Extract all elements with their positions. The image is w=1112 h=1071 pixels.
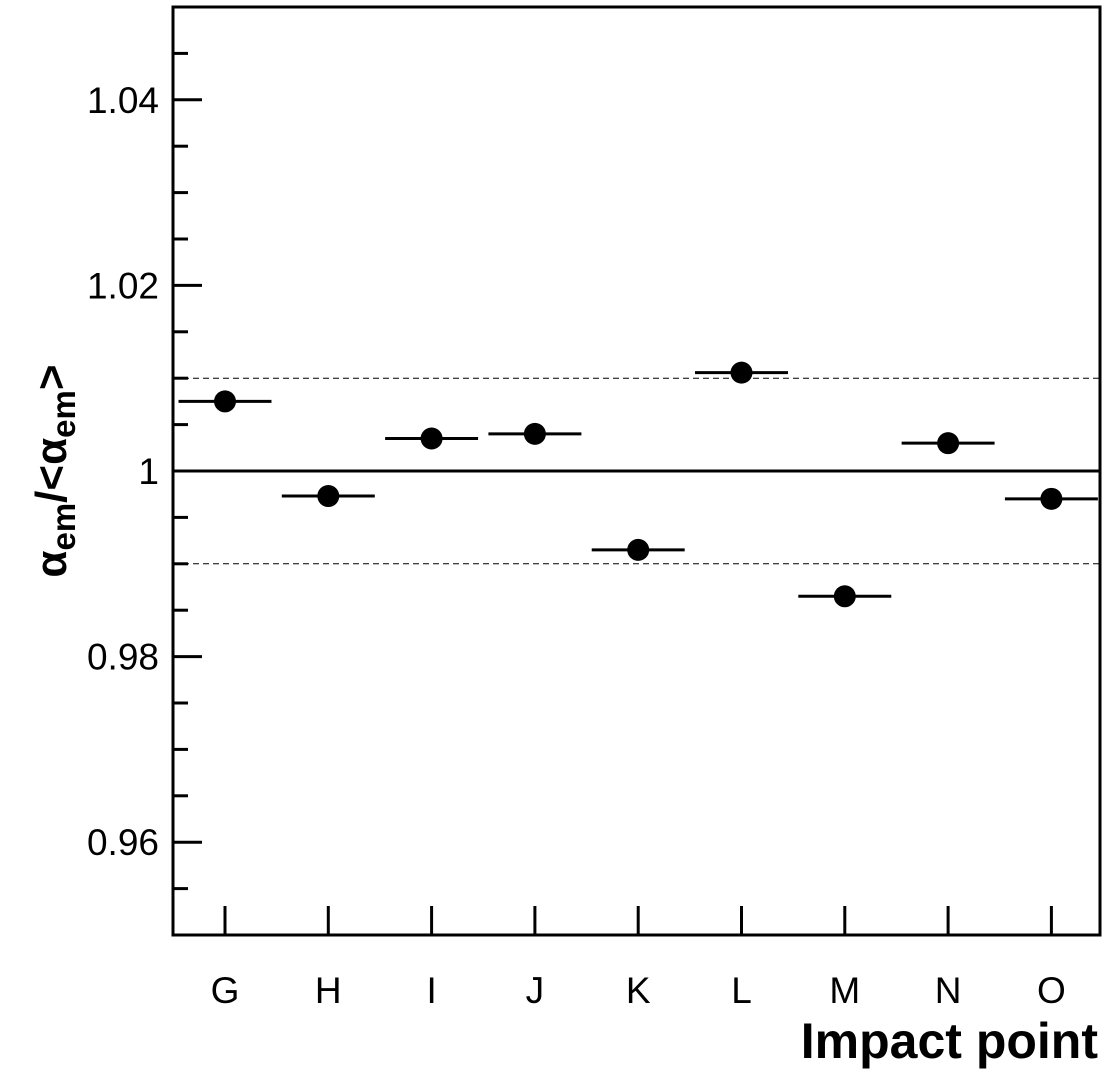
y-tick-label: 1.02: [87, 265, 159, 306]
data-points: [178, 361, 1098, 608]
x-tick-label: K: [626, 970, 651, 1011]
y-tick-label: 0.96: [87, 822, 159, 863]
data-point: [833, 585, 856, 608]
data-point: [627, 538, 650, 561]
x-tick-label: M: [829, 970, 860, 1011]
reference-lines: [173, 377, 1100, 565]
x-axis: G H I J K L M N O: [211, 906, 1066, 1011]
y-axis-title-close: >: [27, 364, 76, 390]
y-axis-title-subscript-2: em: [45, 390, 82, 438]
x-tick-label: H: [315, 970, 342, 1011]
y-tick-label: 1: [138, 451, 159, 492]
y-axis: 0.96 0.98 1 1.02 1.04: [87, 51, 202, 891]
svg-text:αem/<αem>: αem/<αem>: [27, 364, 82, 577]
y-axis-title-symbol: α: [27, 551, 76, 578]
x-tick-label: J: [526, 970, 545, 1011]
y-axis-title-subscript: em: [45, 503, 82, 551]
y-axis-title-symbol-2: α: [27, 438, 76, 465]
y-tick-label: 0.98: [87, 637, 159, 678]
data-point: [1040, 487, 1063, 510]
y-axis-title: αem/<αem>: [27, 364, 82, 577]
data-point: [420, 427, 443, 450]
x-tick-label: I: [426, 970, 436, 1011]
x-tick-label: G: [211, 970, 240, 1011]
y-tick-label: 1.04: [87, 80, 159, 121]
y-axis-title-slash: /<: [27, 465, 76, 503]
x-tick-label: N: [935, 970, 962, 1011]
data-point: [214, 390, 236, 413]
data-point: [730, 361, 753, 384]
data-point: [523, 422, 546, 445]
x-axis-title: Impact point: [801, 1013, 1099, 1069]
data-point: [317, 485, 340, 508]
x-tick-label: L: [731, 970, 752, 1011]
x-tick-label: O: [1037, 970, 1066, 1011]
data-point: [937, 432, 960, 455]
